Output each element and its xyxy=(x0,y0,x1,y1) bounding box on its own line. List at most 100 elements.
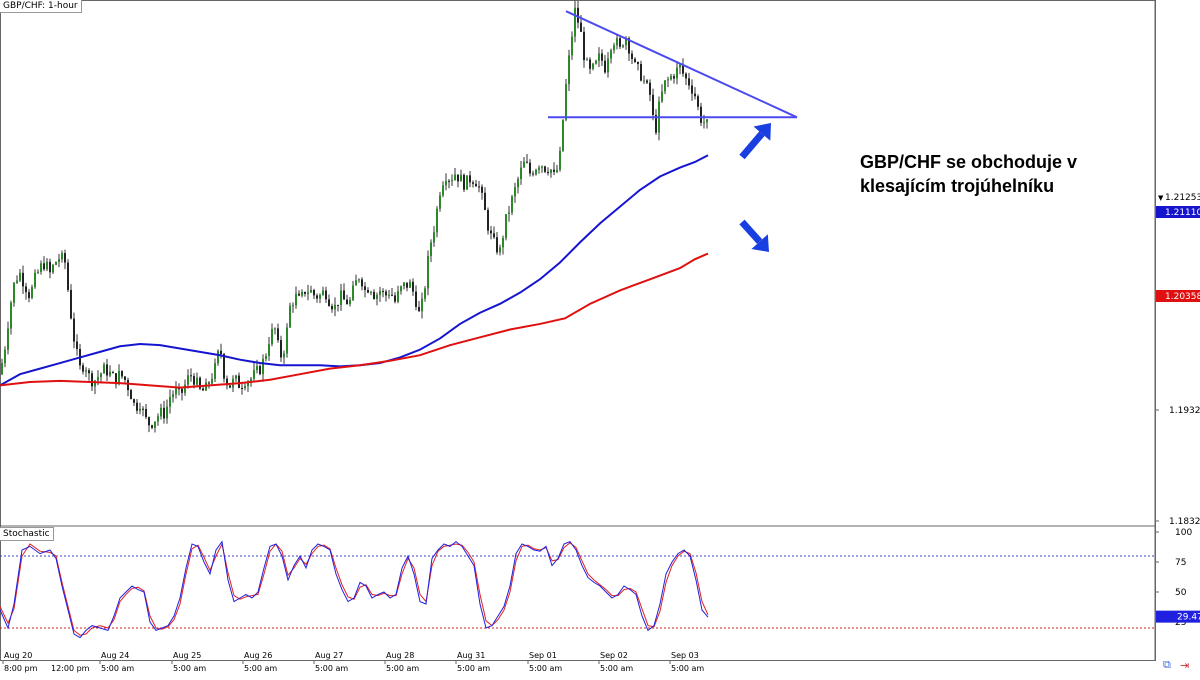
candle-body xyxy=(142,408,144,410)
candle-body xyxy=(472,182,474,184)
price-marker-icon: ▼ xyxy=(1158,194,1164,202)
candle-body xyxy=(76,341,78,349)
candle-body xyxy=(625,38,627,46)
candle xyxy=(385,289,387,302)
candle-body xyxy=(19,272,21,281)
time-label: 5:00 am xyxy=(600,664,633,673)
candle xyxy=(640,60,642,82)
candle-body xyxy=(349,299,351,305)
candle xyxy=(286,323,288,358)
candle xyxy=(670,73,672,81)
candle-body xyxy=(277,328,279,341)
candle-body xyxy=(445,180,447,186)
candle xyxy=(19,269,21,282)
candle xyxy=(508,206,510,222)
candle xyxy=(418,300,420,312)
candle-body xyxy=(148,417,150,426)
candle xyxy=(691,79,693,101)
time-label: Aug 25 xyxy=(173,651,201,660)
candle-body xyxy=(415,291,417,307)
candle xyxy=(556,164,558,174)
candle xyxy=(616,33,618,50)
stoch-d-line xyxy=(0,542,709,636)
candle-body xyxy=(703,122,705,124)
candle xyxy=(697,94,699,111)
candle-body xyxy=(34,272,36,288)
candle xyxy=(541,165,543,173)
candle xyxy=(283,350,285,364)
candle-body xyxy=(460,174,462,182)
candle xyxy=(511,194,513,216)
candle xyxy=(274,327,276,335)
candle xyxy=(160,403,162,420)
price-tick-label: 1.18325 xyxy=(1169,517,1200,527)
candle-body xyxy=(262,358,264,375)
candle-body xyxy=(346,299,348,305)
candle xyxy=(517,176,519,194)
candle-body xyxy=(274,328,276,330)
time-label: Aug 20 xyxy=(4,651,32,660)
candlesticks xyxy=(1,0,708,433)
candle xyxy=(4,346,6,368)
stoch-tick-label: 50 xyxy=(1175,588,1187,598)
candle-body xyxy=(184,384,186,393)
candle xyxy=(154,421,156,433)
candle-body xyxy=(187,375,189,385)
candle-body xyxy=(613,45,615,51)
candle-body xyxy=(172,394,174,398)
candle xyxy=(535,168,537,176)
candle xyxy=(106,358,108,381)
candle-body xyxy=(502,237,504,248)
candle-body xyxy=(376,294,378,299)
candle xyxy=(235,374,237,382)
candle xyxy=(31,284,33,300)
candle xyxy=(190,368,192,382)
candle xyxy=(307,284,309,301)
candle-body xyxy=(103,364,105,374)
candle-body xyxy=(325,290,327,300)
stoch-tick-label: 25 xyxy=(1175,618,1186,628)
sync-icon[interactable]: ⧉ xyxy=(1163,659,1171,671)
candle-body xyxy=(97,377,99,381)
candle xyxy=(643,75,645,84)
candle-body xyxy=(115,373,117,385)
candle-body xyxy=(109,372,111,376)
candle xyxy=(268,336,270,361)
candle-body xyxy=(640,64,642,81)
candle xyxy=(496,231,498,255)
candle-body xyxy=(634,58,636,63)
candle-body xyxy=(433,232,435,243)
candle-body xyxy=(442,185,444,196)
stoch-tick-label: 100 xyxy=(1175,528,1192,538)
candle xyxy=(46,258,48,272)
candle xyxy=(598,47,600,68)
candle xyxy=(298,290,300,297)
candle-body xyxy=(118,370,120,385)
candle xyxy=(241,382,243,395)
candle xyxy=(73,312,75,349)
ma-fast-line xyxy=(0,154,709,387)
candle xyxy=(592,62,594,71)
candle xyxy=(337,304,339,312)
candle-body xyxy=(58,259,60,263)
candle xyxy=(7,321,9,355)
candle xyxy=(649,79,651,102)
candle-body xyxy=(166,406,168,419)
candle xyxy=(391,288,393,297)
candle-body xyxy=(91,373,93,387)
candle xyxy=(472,180,474,188)
candle xyxy=(403,281,405,290)
candle-body xyxy=(55,262,57,265)
candle-body xyxy=(49,261,51,273)
candle-body xyxy=(133,399,135,403)
candle-body xyxy=(529,162,531,174)
candle-body xyxy=(631,53,633,59)
scroll-right-icon[interactable]: ⇥ xyxy=(1180,660,1190,672)
candle xyxy=(550,169,552,178)
candle xyxy=(514,182,516,203)
candle-body xyxy=(406,282,408,288)
candle xyxy=(688,72,690,90)
candle-body xyxy=(256,365,258,371)
candle-body xyxy=(481,186,483,193)
